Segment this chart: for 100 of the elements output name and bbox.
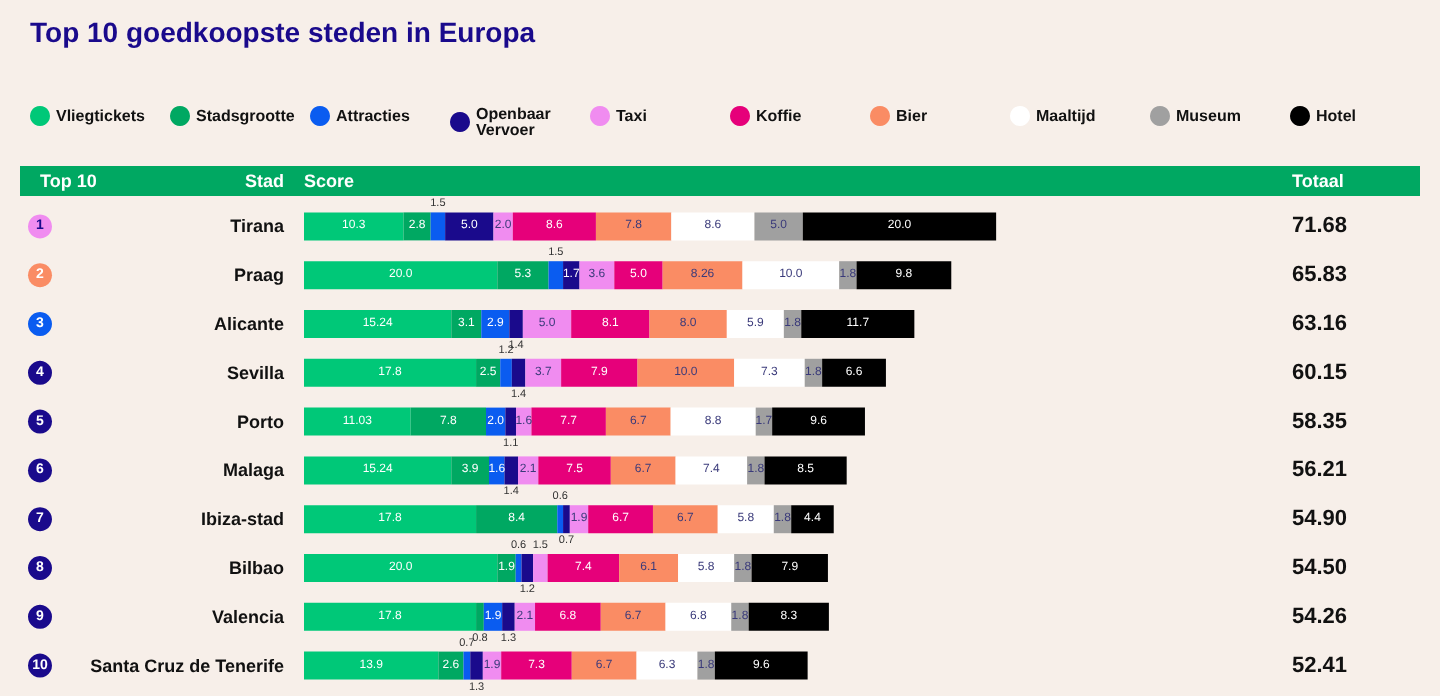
bar	[619, 554, 679, 582]
bar	[535, 602, 601, 631]
legend-label: Taxi	[616, 107, 647, 125]
bar	[538, 456, 611, 485]
legend-label: Vliegtickets	[56, 107, 147, 125]
bar	[304, 407, 411, 436]
bar	[304, 651, 439, 680]
bar	[511, 358, 526, 387]
bar	[304, 358, 477, 387]
bar	[304, 310, 452, 338]
y-tick-label: Sevilla	[226, 362, 286, 383]
text: Totaal	[1292, 171, 1344, 191]
bar	[501, 651, 572, 680]
text: 54.50	[1292, 556, 1348, 580]
bar	[636, 651, 698, 680]
bar	[726, 310, 784, 338]
text: Top 10	[40, 171, 97, 191]
bar	[481, 310, 510, 338]
bar	[563, 261, 580, 290]
chart-title: Top 10 goedkoopste steden in Europa	[30, 16, 536, 48]
y-tick-label: Alicante	[213, 314, 284, 334]
bar	[791, 505, 834, 534]
text: 71.68	[1292, 214, 1348, 239]
bar	[525, 358, 562, 387]
bar	[304, 456, 452, 485]
bar	[521, 554, 534, 582]
bar	[610, 456, 676, 485]
bar	[505, 407, 516, 436]
y-tick-label: Valencia	[211, 606, 286, 627]
bar	[438, 651, 464, 680]
bar	[717, 505, 774, 534]
bar	[304, 554, 498, 582]
bar	[304, 212, 404, 241]
y-tick-label: Praag	[233, 265, 284, 286]
bar	[304, 602, 477, 631]
bar	[509, 310, 523, 338]
bar	[533, 554, 548, 582]
bar	[522, 310, 572, 338]
bar	[410, 407, 487, 436]
bar	[561, 358, 638, 387]
bar	[605, 407, 671, 436]
bar	[675, 456, 748, 485]
bar	[531, 407, 606, 436]
legend-label: Hotel	[1316, 107, 1356, 125]
bar	[470, 651, 483, 680]
bar	[600, 602, 666, 631]
text: 63.16	[1292, 312, 1348, 336]
bar	[662, 261, 743, 290]
bar	[802, 212, 997, 241]
legend-label: Stadsgrootte	[196, 107, 296, 125]
bar	[571, 651, 637, 680]
bar	[671, 212, 755, 241]
text: Stad	[244, 171, 284, 191]
y-tick-label: Porto	[237, 411, 285, 432]
bar	[637, 358, 735, 387]
bar	[497, 261, 549, 290]
text: 65.83	[1292, 263, 1348, 288]
bar	[772, 407, 865, 436]
bar	[652, 505, 718, 534]
text: 58.35	[1292, 409, 1348, 434]
bar	[571, 310, 650, 338]
bar	[714, 651, 808, 680]
bar	[512, 212, 596, 241]
bar	[751, 554, 828, 582]
bar	[748, 602, 829, 631]
bar	[665, 602, 732, 631]
bar	[304, 505, 477, 534]
y-tick-label: Malaga	[222, 460, 286, 481]
text: 54.90	[1292, 507, 1348, 532]
bar	[801, 310, 915, 338]
bar	[754, 212, 803, 241]
bar	[595, 212, 672, 241]
text: Score	[304, 171, 355, 191]
y-tick-label: Tirana	[230, 216, 286, 237]
text: 52.41	[1292, 653, 1348, 678]
text: 54.26	[1292, 604, 1348, 629]
bar	[515, 554, 522, 582]
text: 60.15	[1292, 360, 1348, 385]
y-tick-label: Santa Cruz de Tenerife	[90, 655, 284, 676]
bar	[670, 407, 756, 436]
text: 56.21	[1292, 458, 1348, 483]
bar	[502, 602, 515, 631]
bar	[678, 554, 735, 582]
bar	[547, 554, 620, 582]
bar	[476, 505, 558, 534]
bar	[476, 602, 484, 631]
legend-label: Attracties	[336, 107, 411, 125]
bar	[734, 358, 805, 387]
bar	[430, 212, 446, 241]
bar	[742, 261, 840, 290]
bar	[563, 505, 570, 534]
bar	[588, 505, 653, 534]
y-tick-label: Bilbao	[228, 558, 285, 578]
y-tick-label: Ibiza-stad	[200, 509, 284, 530]
bar	[500, 358, 512, 387]
bar	[451, 456, 490, 485]
bar	[451, 310, 482, 338]
bar	[856, 261, 952, 290]
bar	[614, 261, 663, 290]
bar	[445, 212, 494, 241]
